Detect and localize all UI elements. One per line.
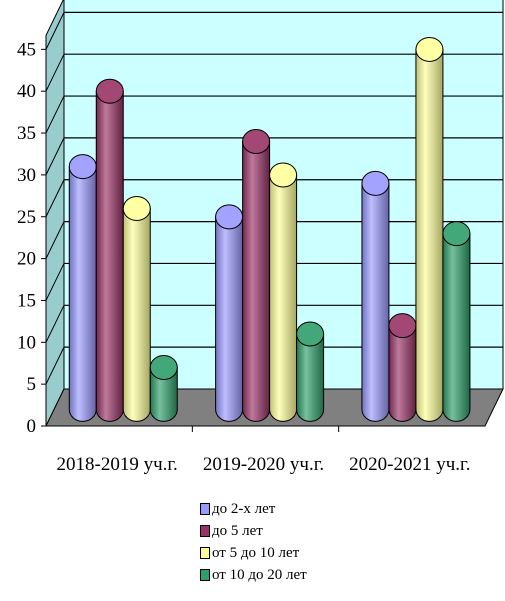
gridline-side xyxy=(45,263,65,301)
bar-top xyxy=(215,204,244,230)
bar-top xyxy=(415,36,444,62)
legend-item: от 10 до 20 лет xyxy=(200,564,307,586)
gridline-side xyxy=(45,305,65,343)
bar xyxy=(296,321,325,422)
bars xyxy=(68,36,471,422)
legend-swatch xyxy=(200,569,210,581)
tick-label: 25 xyxy=(17,207,36,228)
legend-swatch xyxy=(200,525,210,537)
bar-body xyxy=(442,233,471,422)
bar-top xyxy=(442,221,471,247)
gridline-side xyxy=(45,12,65,50)
bar-top xyxy=(68,154,97,180)
side-wall xyxy=(45,0,65,427)
tick-label: 30 xyxy=(17,165,36,186)
category-label: 2020-2021 уч.г. xyxy=(349,454,470,475)
bar-body xyxy=(361,182,390,422)
bar-body xyxy=(122,207,151,422)
bar-top xyxy=(269,162,298,188)
legend-label: до 5 лет xyxy=(212,522,263,539)
bar xyxy=(388,313,417,422)
bar xyxy=(68,154,97,422)
legend-label: до 2-х лет xyxy=(212,500,276,517)
legend: до 2-х лет до 5 лет от 5 до 10 лет от 10… xyxy=(200,498,307,586)
bar-top xyxy=(296,321,325,347)
gridline-side xyxy=(45,179,65,217)
bar xyxy=(149,355,178,422)
legend-item: до 5 лет xyxy=(200,520,307,542)
gridline-side xyxy=(45,53,65,92)
tick-label: 10 xyxy=(17,332,36,353)
bar-body xyxy=(388,325,417,422)
legend-item: от 5 до 10 лет xyxy=(200,542,307,564)
value-axis: 0 5 10 15 20 25 30 35 40 45 xyxy=(17,35,485,437)
gridline-side xyxy=(45,137,65,176)
bar xyxy=(122,195,151,422)
bar xyxy=(95,78,124,422)
bar-body xyxy=(242,141,271,422)
tick-label: 20 xyxy=(17,249,36,270)
bar-top xyxy=(388,313,417,339)
category-axis: 2018-2019 уч.г. 2019-2020 уч.г. 2020-2021 … xyxy=(57,426,470,475)
bar-body xyxy=(415,48,444,422)
legend-swatch xyxy=(200,503,210,515)
legend-label: от 5 до 10 лет xyxy=(212,544,300,561)
bar xyxy=(269,162,298,422)
tick-label: 15 xyxy=(17,290,36,311)
bar-top xyxy=(122,195,151,221)
gridline-side xyxy=(45,346,65,385)
bar-body xyxy=(149,367,178,422)
bar xyxy=(361,170,390,422)
legend-swatch xyxy=(200,547,210,559)
legend-item: до 2-х лет xyxy=(200,498,307,520)
bar-body xyxy=(269,174,298,422)
bar xyxy=(242,129,271,422)
bar-body xyxy=(215,216,244,422)
gridline-side xyxy=(45,95,65,134)
tick-label: 5 xyxy=(27,374,37,395)
gridline-side xyxy=(45,221,65,259)
tick-label: 40 xyxy=(17,81,36,102)
tick-label: 35 xyxy=(17,123,36,144)
tick-label: 0 xyxy=(27,416,37,437)
bar-top xyxy=(242,129,271,155)
bar xyxy=(442,221,471,422)
bar-body xyxy=(68,166,97,422)
legend-label: от 10 до 20 лет xyxy=(212,566,307,583)
category-label: 2018-2019 уч.г. xyxy=(57,454,178,475)
bar-body xyxy=(95,90,124,422)
bar xyxy=(215,204,244,422)
bar-top xyxy=(95,78,124,104)
tick-label: 45 xyxy=(17,39,36,60)
bar-body xyxy=(296,333,325,422)
bar xyxy=(415,36,444,422)
bar-top xyxy=(149,355,178,380)
bar-top xyxy=(361,170,390,196)
category-label: 2019-2020 уч.г. xyxy=(203,454,324,475)
chart: 0 5 10 15 20 25 30 35 40 45 2018-2019 уч.г. 2019-2… xyxy=(17,0,504,475)
